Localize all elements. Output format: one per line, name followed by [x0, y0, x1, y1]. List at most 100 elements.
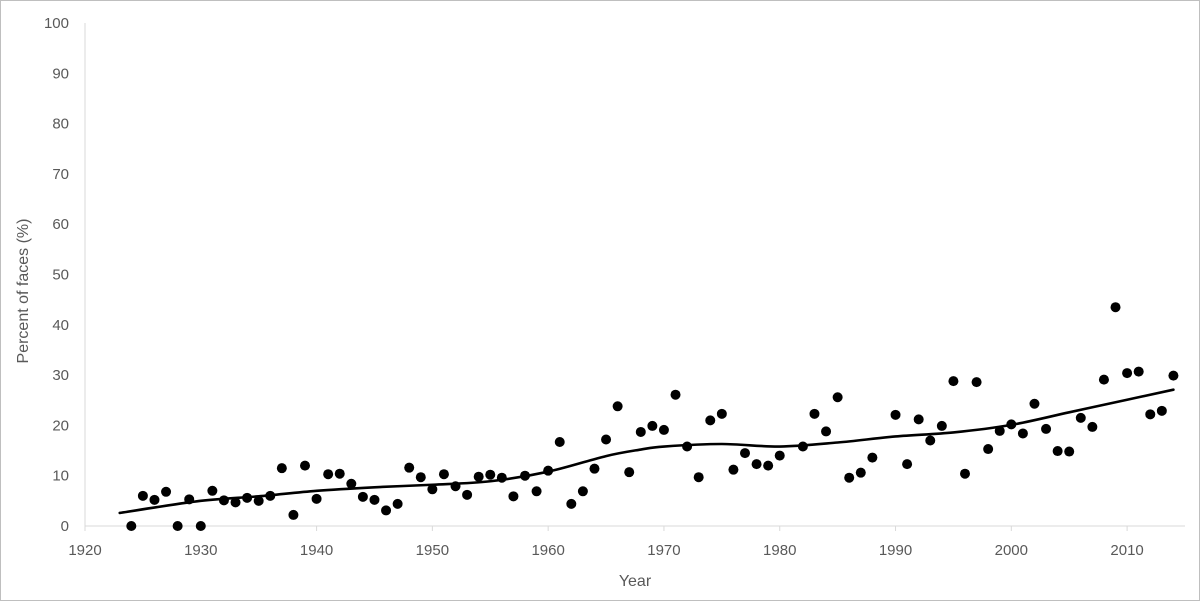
- data-point: [1064, 446, 1075, 457]
- y-tick-label: 90: [52, 65, 69, 82]
- x-tick-labels: 1920 1930 1940 1950 1960 1970 1980 1990 2000 2010: [68, 526, 1144, 559]
- data-point: [948, 376, 959, 387]
- data-point: [635, 426, 646, 437]
- data-point: [1075, 412, 1086, 423]
- data-point: [774, 450, 785, 461]
- data-point: [809, 408, 820, 419]
- data-point: [346, 478, 357, 489]
- data-point: [381, 505, 392, 516]
- data-point: [844, 472, 855, 483]
- data-point: [716, 408, 727, 419]
- data-point: [670, 389, 681, 400]
- data-point: [994, 425, 1005, 436]
- data-point: [137, 490, 148, 501]
- data-point: [195, 521, 206, 531]
- y-tick-labels: 0 10 20 30 40 50 60 70 80 90 100: [44, 15, 69, 535]
- data-point: [589, 463, 600, 474]
- data-point: [253, 495, 264, 506]
- data-point: [1052, 446, 1063, 457]
- data-point: [821, 426, 832, 437]
- y-tick-label: 100: [44, 15, 69, 32]
- y-tick-label: 60: [52, 216, 69, 233]
- x-tick-label: 2000: [995, 542, 1028, 559]
- x-tick-label: 1980: [763, 542, 796, 559]
- x-tick-label: 2010: [1110, 542, 1143, 559]
- y-tick-label: 20: [52, 417, 69, 434]
- data-point: [242, 492, 253, 503]
- data-point: [797, 441, 808, 452]
- data-point: [566, 498, 577, 509]
- x-tick-label: 1920: [68, 542, 101, 559]
- x-tick-label: 1960: [531, 542, 564, 559]
- data-point: [300, 460, 310, 471]
- data-point: [1145, 409, 1156, 420]
- data-point: [751, 459, 762, 470]
- data-point: [728, 464, 739, 475]
- data-point: [334, 468, 345, 479]
- data-point: [438, 469, 449, 480]
- data-point: [265, 490, 276, 501]
- data-point: [485, 469, 496, 480]
- data-point: [832, 392, 843, 403]
- x-tick-label: 1990: [879, 542, 912, 559]
- x-tick-label: 1930: [184, 542, 217, 559]
- data-point: [890, 409, 901, 420]
- data-point: [323, 469, 334, 480]
- data-point: [369, 494, 380, 505]
- data-point: [462, 489, 473, 500]
- data-point: [1156, 405, 1167, 416]
- data-points: [126, 302, 1179, 531]
- data-point: [1098, 374, 1109, 385]
- data-point: [184, 494, 195, 505]
- data-point: [311, 493, 322, 504]
- data-point: [450, 481, 461, 492]
- data-point: [936, 420, 947, 431]
- y-tick-label: 30: [52, 367, 69, 384]
- data-point: [554, 436, 565, 447]
- data-point: [531, 486, 542, 497]
- data-point: [520, 470, 530, 481]
- data-point: [693, 472, 704, 483]
- y-axis-title-group: Percent of faces (%): [15, 219, 32, 364]
- data-point: [473, 471, 484, 482]
- y-tick-label: 50: [52, 267, 69, 284]
- data-point: [126, 521, 137, 531]
- x-tick-label: 1940: [300, 542, 333, 559]
- axes: [84, 23, 1185, 527]
- data-point: [161, 486, 172, 497]
- y-tick-label: 80: [52, 116, 69, 133]
- data-point: [427, 484, 438, 495]
- data-point: [288, 509, 299, 520]
- data-point: [404, 462, 415, 473]
- data-point: [867, 452, 878, 463]
- trend-line: [118, 388, 1175, 515]
- data-point: [960, 468, 970, 479]
- data-point: [1110, 302, 1121, 313]
- data-point: [577, 486, 588, 497]
- data-point: [983, 444, 994, 455]
- y-tick-label: 10: [52, 468, 69, 485]
- data-point: [601, 434, 612, 445]
- data-point: [913, 414, 924, 425]
- data-point: [508, 491, 519, 502]
- data-point: [543, 465, 554, 476]
- data-point: [612, 401, 623, 412]
- data-point: [207, 485, 218, 496]
- data-point: [1168, 370, 1179, 381]
- y-axis-title: Percent of faces (%): [15, 219, 32, 364]
- data-point: [1087, 421, 1098, 432]
- data-point: [855, 467, 866, 478]
- data-point: [925, 435, 936, 446]
- y-tick-label: 70: [52, 166, 69, 183]
- x-axis-title: Year: [619, 573, 652, 590]
- data-point: [624, 467, 635, 478]
- data-point: [496, 472, 507, 483]
- data-point: [1029, 398, 1040, 409]
- data-point: [1041, 423, 1052, 434]
- data-point: [392, 498, 403, 509]
- data-point: [763, 460, 774, 471]
- data-point: [218, 495, 229, 506]
- data-point: [276, 463, 287, 474]
